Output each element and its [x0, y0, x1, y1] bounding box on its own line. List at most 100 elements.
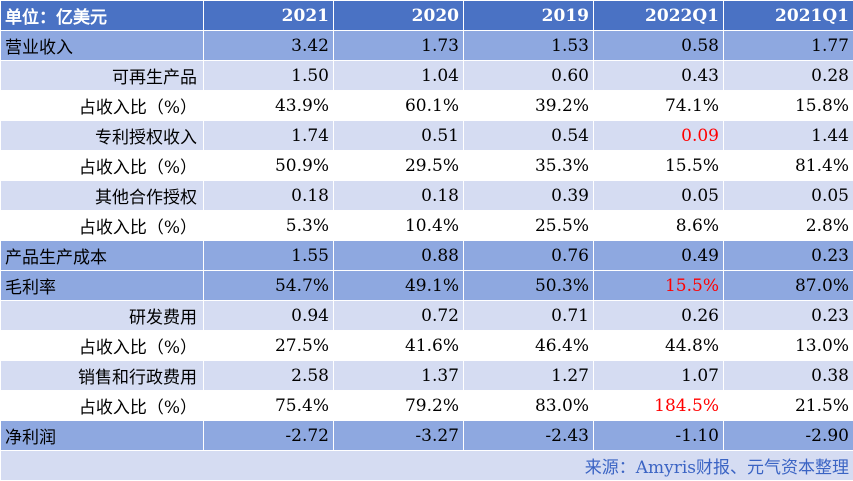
table-cell: 15.8% — [724, 91, 853, 121]
table-cell: 0.38 — [724, 361, 853, 391]
unit-header: 单位：亿美元 — [1, 1, 204, 31]
row-label: 其他合作授权 — [1, 181, 204, 211]
table-cell: 13.0% — [724, 331, 853, 361]
table-cell: 0.58 — [594, 31, 724, 61]
table-cell: 1.74 — [204, 121, 334, 151]
year-header: 2019 — [464, 1, 594, 31]
table-cell: 44.8% — [594, 331, 724, 361]
row-label: 净利润 — [1, 421, 204, 451]
row-label: 产品生产成本 — [1, 241, 204, 271]
table-cell: 0.76 — [464, 241, 594, 271]
table-row: 净利润-2.72-3.27-2.43-1.10-2.90 — [1, 421, 853, 451]
table-cell: 0.05 — [594, 181, 724, 211]
table-cell: 0.23 — [724, 241, 853, 271]
year-header: 2022Q1 — [594, 1, 724, 31]
table-cell: 0.71 — [464, 301, 594, 331]
table-cell: 0.51 — [334, 121, 464, 151]
table-cell: 74.1% — [594, 91, 724, 121]
year-header: 2021 — [204, 1, 334, 31]
row-label: 专利授权收入 — [1, 121, 204, 151]
table-cell: 50.3% — [464, 271, 594, 301]
year-header: 2020 — [334, 1, 464, 31]
table-cell: -2.72 — [204, 421, 334, 451]
table-cell: 0.72 — [334, 301, 464, 331]
row-label: 可再生产品 — [1, 61, 204, 91]
table-cell: 39.2% — [464, 91, 594, 121]
table-cell: 0.26 — [594, 301, 724, 331]
table-cell: 10.4% — [334, 211, 464, 241]
table-cell: 0.43 — [594, 61, 724, 91]
table-cell: 1.44 — [724, 121, 853, 151]
table-cell: 75.4% — [204, 391, 334, 421]
row-label: 研发费用 — [1, 301, 204, 331]
table-row: 占收入比（%）43.9%60.1%39.2%74.1%15.8% — [1, 91, 853, 121]
table-cell: 81.4% — [724, 151, 853, 181]
table-cell: 15.5% — [594, 271, 724, 301]
table-cell: -1.10 — [594, 421, 724, 451]
source-row: 来源：Amyris财报、元气资本整理 — [1, 451, 853, 481]
table-cell: 25.5% — [464, 211, 594, 241]
table-cell: 1.53 — [464, 31, 594, 61]
table-cell: 35.3% — [464, 151, 594, 181]
table-cell: 2.58 — [204, 361, 334, 391]
table-cell: 0.23 — [724, 301, 853, 331]
table-cell: 46.4% — [464, 331, 594, 361]
table-cell: 0.18 — [334, 181, 464, 211]
table-cell: 41.6% — [334, 331, 464, 361]
table-cell: 0.60 — [464, 61, 594, 91]
table-cell: -3.27 — [334, 421, 464, 451]
table-cell: 0.39 — [464, 181, 594, 211]
row-label: 占收入比（%） — [1, 331, 204, 361]
row-label: 占收入比（%） — [1, 91, 204, 121]
table-cell: 0.18 — [204, 181, 334, 211]
table-row: 占收入比（%）50.9%29.5%35.3%15.5%81.4% — [1, 151, 853, 181]
table-cell: 27.5% — [204, 331, 334, 361]
table-cell: 15.5% — [594, 151, 724, 181]
table-cell: 1.27 — [464, 361, 594, 391]
table-cell: 1.04 — [334, 61, 464, 91]
table-cell: 0.88 — [334, 241, 464, 271]
row-label: 占收入比（%） — [1, 391, 204, 421]
row-label: 占收入比（%） — [1, 211, 204, 241]
table-cell: 29.5% — [334, 151, 464, 181]
year-header: 2021Q1 — [724, 1, 853, 31]
table-cell: 2.8% — [724, 211, 853, 241]
table-cell: 1.07 — [594, 361, 724, 391]
row-label: 毛利率 — [1, 271, 204, 301]
table-cell: 0.94 — [204, 301, 334, 331]
table-cell: 3.42 — [204, 31, 334, 61]
table-cell: 60.1% — [334, 91, 464, 121]
table-cell: 87.0% — [724, 271, 853, 301]
header-row: 单位：亿美元 2021 2020 2019 2022Q1 2021Q1 — [1, 1, 853, 31]
table-cell: 0.09 — [594, 121, 724, 151]
table-cell: 1.77 — [724, 31, 853, 61]
table-cell: 0.28 — [724, 61, 853, 91]
table-cell: 50.9% — [204, 151, 334, 181]
table-row: 占收入比（%）75.4%79.2%83.0%184.5%21.5% — [1, 391, 853, 421]
table-cell: 79.2% — [334, 391, 464, 421]
row-label: 销售和行政费用 — [1, 361, 204, 391]
table-cell: 5.3% — [204, 211, 334, 241]
table-cell: 21.5% — [724, 391, 853, 421]
table-cell: -2.43 — [464, 421, 594, 451]
row-label: 营业收入 — [1, 31, 204, 61]
table-cell: 49.1% — [334, 271, 464, 301]
table-cell: 0.05 — [724, 181, 853, 211]
row-label: 占收入比（%） — [1, 151, 204, 181]
table-cell: 83.0% — [464, 391, 594, 421]
table-cell: 8.6% — [594, 211, 724, 241]
table-cell: 1.50 — [204, 61, 334, 91]
table-cell: 184.5% — [594, 391, 724, 421]
table-cell: 1.37 — [334, 361, 464, 391]
table-cell: 1.73 — [334, 31, 464, 61]
table-row: 占收入比（%）5.3%10.4%25.5%8.6%2.8% — [1, 211, 853, 241]
table-cell: 43.9% — [204, 91, 334, 121]
